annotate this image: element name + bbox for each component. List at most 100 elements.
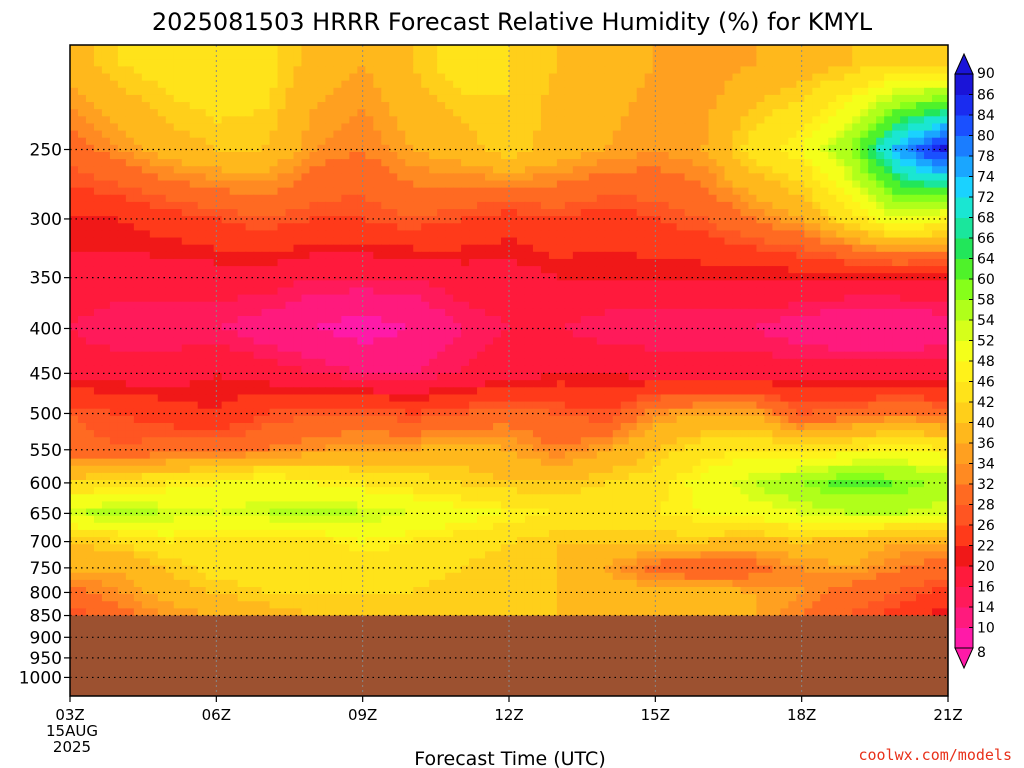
heatmap-cell xyxy=(756,358,766,367)
heatmap-cell xyxy=(413,266,422,274)
heatmap-cell xyxy=(197,137,207,146)
heatmap-cell xyxy=(157,230,167,239)
heatmap-cell xyxy=(333,308,342,317)
heatmap-cell xyxy=(333,94,342,103)
heatmap-cell xyxy=(636,94,646,103)
heatmap-cell xyxy=(668,351,678,360)
heatmap-cell xyxy=(548,109,558,117)
heatmap-cell xyxy=(125,209,135,217)
heatmap-cell xyxy=(796,237,805,246)
heatmap-cell xyxy=(932,316,941,324)
heatmap-cell xyxy=(844,109,853,117)
heatmap-cell xyxy=(724,180,734,189)
heatmap-cell xyxy=(301,337,311,346)
heatmap-cell xyxy=(173,45,183,53)
heatmap-cell xyxy=(109,116,119,125)
heatmap-cell xyxy=(668,187,678,196)
heatmap-cell xyxy=(349,130,358,139)
heatmap-cell xyxy=(381,316,390,324)
heatmap-cell xyxy=(429,180,438,189)
heatmap-cell xyxy=(269,244,279,253)
heatmap-cell xyxy=(341,130,350,139)
heatmap-cell xyxy=(285,237,295,246)
heatmap-cell xyxy=(588,244,598,253)
heatmap-cell xyxy=(580,316,590,324)
heatmap-cell xyxy=(485,137,494,146)
heatmap-cell xyxy=(828,45,837,53)
heatmap-cell xyxy=(165,244,175,253)
heatmap-cell xyxy=(692,94,702,103)
heatmap-cell xyxy=(493,330,502,338)
heatmap-cell xyxy=(572,87,582,96)
heatmap-cell xyxy=(365,130,374,139)
heatmap-cell xyxy=(221,194,231,203)
heatmap-cell xyxy=(229,323,239,331)
heatmap-cell xyxy=(197,52,207,60)
heatmap-cell xyxy=(580,144,590,153)
heatmap-cell xyxy=(836,330,845,338)
heatmap-cell xyxy=(477,344,486,353)
heatmap-cell xyxy=(389,258,398,267)
heatmap-cell xyxy=(676,137,686,146)
heatmap-cell xyxy=(932,159,941,167)
heatmap-cell xyxy=(373,52,382,60)
heatmap-cell xyxy=(197,230,207,239)
heatmap-cell xyxy=(269,137,279,146)
heatmap-cell xyxy=(780,137,789,146)
heatmap-cell xyxy=(876,209,885,217)
heatmap-cell xyxy=(173,180,183,189)
heatmap-cell xyxy=(405,273,414,281)
heatmap-cell xyxy=(277,87,287,96)
heatmap-cell xyxy=(876,59,885,67)
heatmap-cell xyxy=(429,337,438,346)
heatmap-cell xyxy=(788,109,797,117)
heatmap-cell xyxy=(796,66,805,75)
heatmap-cell xyxy=(916,273,925,281)
heatmap-cell xyxy=(349,52,358,60)
heatmap-cell xyxy=(916,223,925,232)
heatmap-cell xyxy=(197,244,207,253)
heatmap-cell xyxy=(916,230,925,239)
heatmap-cell xyxy=(309,358,319,367)
heatmap-cell xyxy=(213,52,223,60)
heatmap-cell xyxy=(764,316,773,324)
heatmap-cell xyxy=(676,166,686,174)
heatmap-cell xyxy=(764,159,773,167)
heatmap-cell xyxy=(756,301,766,310)
heatmap-cell xyxy=(756,223,766,232)
heatmap-cell xyxy=(708,180,718,189)
heatmap-cell xyxy=(70,80,79,89)
heatmap-cell xyxy=(397,137,406,146)
heatmap-cell xyxy=(197,216,207,224)
heatmap-cell xyxy=(572,59,582,67)
heatmap-cell xyxy=(437,151,446,160)
heatmap-cell xyxy=(333,330,342,338)
heatmap-cell xyxy=(469,273,478,281)
heatmap-cell xyxy=(149,351,159,360)
heatmap-cell xyxy=(389,237,398,246)
heatmap-cell xyxy=(429,166,438,174)
heatmap-cell xyxy=(485,173,494,182)
heatmap-cell xyxy=(501,201,510,210)
heatmap-cell xyxy=(588,109,598,117)
heatmap-cell xyxy=(684,223,694,232)
heatmap-cell xyxy=(421,52,430,60)
heatmap-cell xyxy=(341,216,350,224)
heatmap-cell xyxy=(732,237,742,246)
heatmap-cell xyxy=(860,287,869,296)
heatmap-cell xyxy=(516,151,526,160)
heatmap-cell xyxy=(181,209,191,217)
heatmap-cell xyxy=(421,159,430,167)
heatmap-cell xyxy=(309,230,319,239)
heatmap-cell xyxy=(429,266,438,274)
heatmap-cell xyxy=(908,180,917,189)
heatmap-cell xyxy=(860,59,869,67)
heatmap-cell xyxy=(780,180,789,189)
heatmap-cell xyxy=(860,323,869,331)
heatmap-cell xyxy=(101,102,111,110)
heatmap-cell xyxy=(892,251,901,260)
heatmap-cell xyxy=(620,80,630,89)
heatmap-cell xyxy=(844,223,853,232)
heatmap-cell xyxy=(748,102,758,110)
heatmap-cell xyxy=(237,173,247,182)
